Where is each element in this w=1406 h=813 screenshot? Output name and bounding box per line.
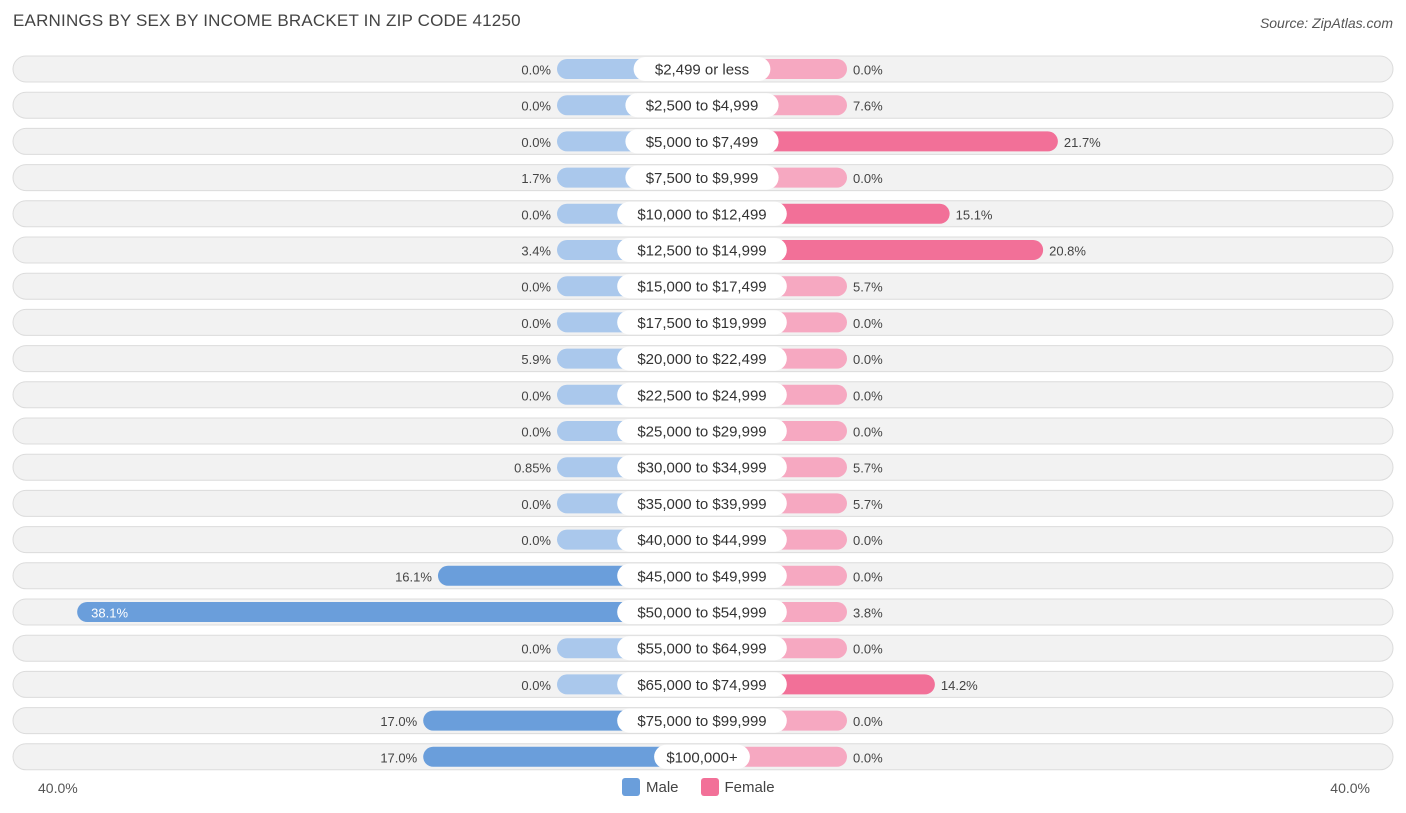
category-label: $22,500 to $24,999 [637,387,766,404]
female-value-label: 0.0% [853,352,883,367]
female-value-label: 0.0% [853,171,883,186]
male-value-label: 0.0% [521,497,551,512]
category-pill [617,238,787,262]
female-value-label: 14.2% [941,678,978,693]
category-label: $2,500 to $4,999 [646,98,759,115]
male-value-label: 0.0% [521,388,551,403]
chart-title: EARNINGS BY SEX BY INCOME BRACKET IN ZIP… [13,11,521,30]
category-label: $75,000 to $99,999 [637,713,766,730]
female-value-label: 5.7% [853,461,883,476]
category-label: $40,000 to $44,999 [637,532,766,549]
legend-label-male: Male [646,778,679,796]
male-value-label: 0.0% [521,135,551,150]
male-value-label: 0.85% [514,461,551,476]
male-value-label: 5.9% [521,352,551,367]
category-pill [617,600,787,624]
category-pill [617,563,787,588]
female-value-label: 5.7% [853,497,883,512]
female-value-label: 21.7% [1064,135,1101,150]
category-label: $45,000 to $49,999 [637,568,766,585]
category-pill [625,129,779,154]
female-value-label: 0.0% [853,316,883,331]
category-pill [654,744,750,769]
legend: Male Female [622,778,789,796]
male-value-label: 0.0% [521,642,551,657]
category-label: $10,000 to $12,499 [637,206,766,223]
category-pill [617,419,787,443]
legend-swatch-female [700,778,719,796]
male-value-label: 0.0% [521,533,551,548]
female-bar [702,240,1044,260]
male-value-label: 0.0% [521,63,551,78]
male-value-label: 0.0% [521,316,551,331]
category-pill [617,491,787,516]
male-value-label: 38.1% [91,606,128,621]
male-value-label: 0.0% [521,207,551,222]
female-value-label: 0.0% [853,569,883,584]
axis-left-label: 40.0% [38,780,78,796]
female-value-label: 0.0% [853,714,883,729]
male-value-label: 0.0% [521,99,551,114]
female-value-label: 15.1% [956,207,993,222]
female-value-label: 0.0% [853,750,883,765]
category-label: $25,000 to $29,999 [637,424,766,441]
category-pill [625,93,779,118]
source-credit: Source: ZipAtlas.com [1259,15,1393,31]
male-value-label: 17.0% [380,714,417,729]
category-pill [617,455,787,480]
category-pill [625,165,779,190]
category-label: $50,000 to $54,999 [637,605,766,622]
category-label: $30,000 to $34,999 [637,460,766,477]
category-label: $15,000 to $17,499 [637,279,766,296]
female-value-label: 0.0% [853,63,883,78]
male-bar [77,602,702,622]
category-pill [617,310,787,335]
male-value-label: 0.0% [521,280,551,295]
category-label: $100,000+ [666,749,738,766]
category-pill [617,708,787,733]
male-value-label: 16.1% [395,569,432,584]
category-pill [617,527,787,552]
male-bar [423,746,702,767]
category-pill [617,382,787,407]
female-value-label: 0.0% [853,388,883,403]
category-label: $17,500 to $19,999 [637,315,766,332]
legend-label-female: Female [724,778,775,796]
female-value-label: 3.8% [853,606,883,621]
male-value-label: 0.0% [521,678,551,693]
female-value-label: 7.6% [853,99,883,114]
male-value-label: 0.0% [521,425,551,440]
category-label: $65,000 to $74,999 [637,677,766,694]
category-pill [617,346,787,371]
category-pill [617,636,787,661]
category-label: $12,500 to $14,999 [637,243,766,260]
male-value-label: 3.4% [521,244,551,259]
axis-right-label: 40.0% [1330,780,1370,796]
female-value-label: 0.0% [853,642,883,657]
male-value-label: 17.0% [380,750,417,765]
category-label: $5,000 to $7,499 [646,134,759,151]
category-label: $7,500 to $9,999 [646,170,759,187]
male-value-label: 1.7% [521,171,551,186]
legend-item-male: Male [622,778,679,796]
female-value-label: 20.8% [1049,244,1086,259]
female-value-label: 0.0% [853,533,883,548]
legend-swatch-male [622,778,640,796]
female-bar [702,131,1058,152]
category-label: $2,499 or less [655,62,749,79]
category-pill [617,201,787,226]
legend-item-female: Female [700,778,775,796]
category-label: $20,000 to $22,499 [637,351,766,368]
female-value-label: 0.0% [853,425,883,440]
category-label: $35,000 to $39,999 [637,496,766,513]
category-label: $55,000 to $64,999 [637,641,766,658]
category-pill [633,57,771,81]
category-pill [617,672,787,697]
female-value-label: 5.7% [853,280,883,295]
category-pill [617,274,787,299]
